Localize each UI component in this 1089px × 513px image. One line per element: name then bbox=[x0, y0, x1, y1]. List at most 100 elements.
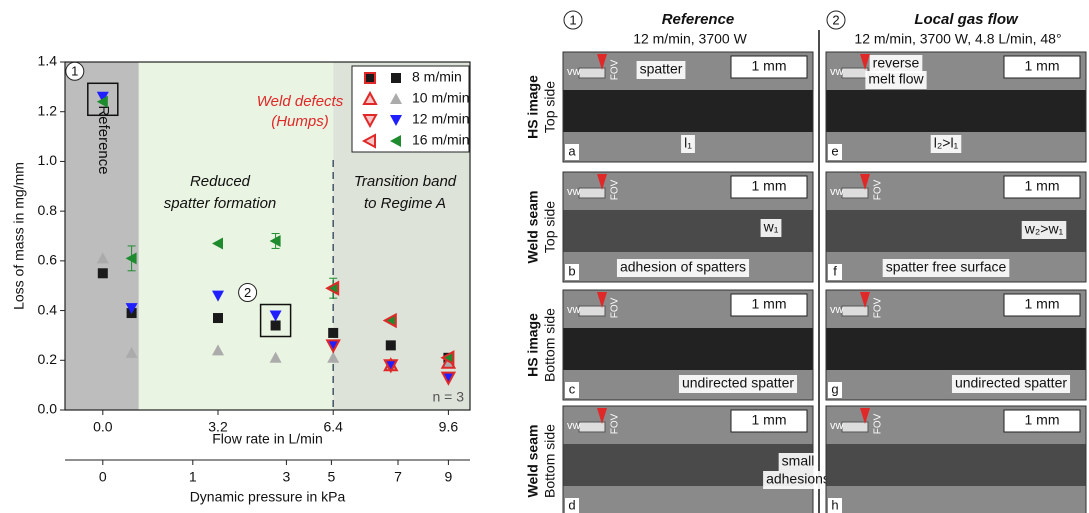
letter-box bbox=[565, 382, 579, 398]
x2-tick-label: 5 bbox=[328, 469, 336, 485]
annotation: spatter free surface bbox=[886, 259, 1007, 275]
scale-box bbox=[730, 175, 808, 199]
point bbox=[269, 234, 281, 247]
fov-label: FOV bbox=[610, 59, 621, 80]
point bbox=[440, 371, 457, 386]
point bbox=[269, 310, 282, 322]
velocity-label: vw bbox=[567, 420, 581, 432]
legend-note: Weld defects bbox=[257, 93, 344, 110]
region-label: to Regime A bbox=[364, 195, 446, 212]
point bbox=[212, 237, 223, 250]
point bbox=[212, 344, 224, 356]
highlight-label: 1 bbox=[71, 64, 78, 79]
annotation: spatter bbox=[640, 61, 683, 77]
legend-label: 10 m/min bbox=[412, 90, 470, 106]
legend-label: 16 m/min bbox=[412, 132, 470, 148]
annotation-bg bbox=[930, 135, 962, 153]
laser-icon bbox=[860, 408, 870, 424]
legend-marker bbox=[390, 115, 402, 126]
fov-label: FOV bbox=[873, 297, 884, 318]
y-axis-title: Loss of mass in mg/mm bbox=[11, 162, 27, 310]
annotation: undirected spatter bbox=[955, 375, 1067, 391]
annotation: adhesion of spatters bbox=[620, 259, 746, 275]
annotation-bg bbox=[616, 259, 750, 277]
y-tick-label: 1.0 bbox=[38, 152, 58, 168]
letter-box bbox=[828, 498, 842, 513]
image-frame bbox=[562, 289, 814, 401]
scale-label: 1 mm bbox=[752, 296, 787, 312]
annotation-bg bbox=[678, 375, 798, 393]
velocity-label: vw bbox=[567, 304, 581, 316]
region-label: Transition band bbox=[354, 173, 457, 190]
panel-letter: h bbox=[831, 497, 838, 512]
row-label: Weld seam bbox=[525, 191, 541, 264]
y-tick-label: 0.4 bbox=[38, 301, 58, 317]
x2-tick-label: 1 bbox=[189, 469, 197, 485]
image-seam bbox=[826, 90, 1086, 132]
inset-bar bbox=[578, 67, 606, 79]
plot-frame bbox=[64, 61, 471, 411]
letter-box bbox=[828, 382, 842, 398]
fov-label: FOV bbox=[610, 413, 621, 434]
scale-box bbox=[730, 55, 808, 79]
y-tick-label: 1.4 bbox=[38, 53, 58, 69]
image-frame bbox=[825, 405, 1087, 513]
fov-label: FOV bbox=[873, 413, 884, 434]
x-tick-label: 9.6 bbox=[439, 419, 459, 435]
scale-box bbox=[1003, 409, 1081, 433]
column-number-circle bbox=[826, 10, 846, 30]
point bbox=[125, 252, 137, 265]
velocity-label: vw bbox=[830, 304, 844, 316]
x2-tick-label: 9 bbox=[445, 469, 453, 485]
x2-axis-title: Dynamic pressure in kPa bbox=[190, 489, 346, 505]
region bbox=[65, 62, 139, 410]
point bbox=[125, 346, 138, 358]
velocity-label: vw bbox=[830, 186, 844, 198]
annotation-bg bbox=[869, 55, 923, 73]
scale-box bbox=[1003, 55, 1081, 79]
image-seam bbox=[826, 444, 1086, 486]
panel-letter: f bbox=[833, 263, 837, 278]
legend-defect-marker bbox=[362, 90, 378, 105]
image-frame bbox=[825, 289, 1087, 401]
legend-marker bbox=[390, 93, 402, 104]
point bbox=[97, 268, 108, 279]
panel-letter: b bbox=[568, 263, 575, 278]
annotation: undirected spatter bbox=[682, 375, 794, 391]
legend-label: 12 m/min bbox=[412, 111, 470, 127]
y-tick-label: 0.0 bbox=[38, 401, 58, 417]
inset-bar bbox=[841, 187, 869, 199]
x-tick-label: 3.2 bbox=[208, 419, 228, 435]
row-label: Top side bbox=[542, 81, 558, 133]
inset-bar bbox=[578, 187, 606, 199]
column-number: 1 bbox=[569, 12, 576, 27]
panel-letter: a bbox=[568, 143, 576, 158]
point bbox=[325, 280, 340, 296]
legend-defect-marker bbox=[362, 114, 378, 129]
inset-bar bbox=[841, 421, 869, 433]
row-label: Bottom side bbox=[542, 424, 558, 498]
velocity-label: vw bbox=[830, 420, 844, 432]
scale-box bbox=[1003, 175, 1081, 199]
x-tick-label: 6.4 bbox=[323, 419, 343, 435]
highlight-box bbox=[259, 303, 292, 338]
scale-box bbox=[730, 409, 808, 433]
image-seam bbox=[563, 328, 813, 370]
scale-box bbox=[730, 293, 808, 317]
region-label: spatter formation bbox=[164, 195, 277, 212]
column-number-circle bbox=[563, 10, 583, 30]
row-label: Weld seam bbox=[525, 425, 541, 498]
image-frame bbox=[562, 51, 814, 163]
region-label: Reduced bbox=[190, 173, 251, 190]
laser-icon bbox=[860, 292, 870, 308]
legend-label: 8 m/min bbox=[412, 69, 462, 85]
legend-marker bbox=[391, 73, 401, 83]
region bbox=[138, 62, 334, 410]
inset-bar bbox=[578, 421, 606, 433]
annotation: w₁ bbox=[763, 219, 779, 235]
row-label: HS image bbox=[525, 75, 541, 139]
highlight-circle bbox=[65, 61, 85, 81]
image-frame bbox=[562, 171, 814, 283]
annotation: adhesions bbox=[766, 471, 830, 487]
point bbox=[440, 350, 455, 366]
